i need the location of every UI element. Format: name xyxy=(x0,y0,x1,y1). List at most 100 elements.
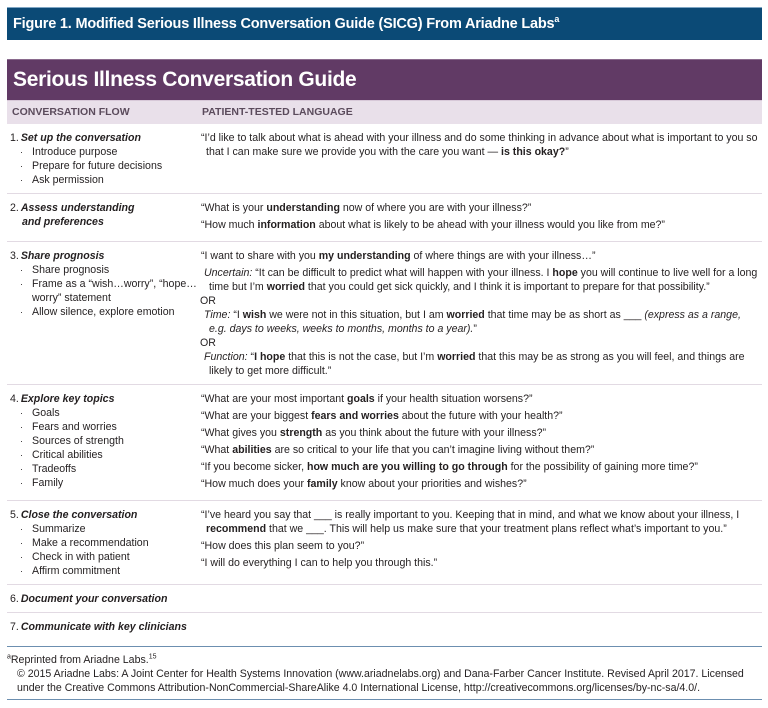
bullet-icon: · xyxy=(20,436,23,446)
step-number: 4. xyxy=(10,393,19,405)
step-title-line: 2. Assess understanding xyxy=(10,201,201,215)
patient-tested-language: “I want to share with you my understandi… xyxy=(200,249,762,378)
quote-segment: goals xyxy=(347,393,375,405)
quote-segment: are so critical to your life that you ca… xyxy=(271,444,595,456)
bullet-icon: · xyxy=(20,307,23,317)
step-bullet-text: Family xyxy=(32,477,64,489)
quote-segment: “What are your most important xyxy=(201,393,348,405)
step-bullet: · Make a recommendation xyxy=(10,536,201,550)
script-quote: Function: “I hope that this is not the c… xyxy=(201,350,758,378)
step-bullet: · Allow silence, explore emotion xyxy=(10,305,201,319)
script-quote: “How does this plan seem to you?” xyxy=(201,539,758,553)
quote-segment: “What xyxy=(201,444,233,456)
column-header-language: PATIENT-TESTED LANGUAGE xyxy=(202,106,353,118)
quote-segment: of where things are with your illness…” xyxy=(410,250,596,262)
patient-tested-language xyxy=(201,620,762,634)
quote-segment: understanding xyxy=(266,202,340,214)
conversation-flow-step: 1. Set up the conversation · Introduce purp… xyxy=(7,131,201,187)
or-separator: OR xyxy=(200,294,758,308)
step-title: Set up the conversation xyxy=(20,132,141,144)
quote-segment: Function: xyxy=(204,351,248,363)
quote-segment: OR xyxy=(200,337,216,349)
script-quote: “How much information about what is like… xyxy=(201,218,758,232)
step-bullet-text: Introduce purpose xyxy=(32,146,118,158)
script-quote: “What is your understanding now of where… xyxy=(201,201,758,215)
copyright-notice: © 2015 Ariadne Labs: A Joint Center for … xyxy=(17,668,744,694)
bullet-icon: · xyxy=(20,566,23,576)
step-bullet: · Fears and worries xyxy=(10,420,201,434)
bullet-icon: · xyxy=(20,450,23,460)
column-header-flow: CONVERSATION FLOW xyxy=(12,106,130,118)
guide-rows: 1. Set up the conversation · Introduce purp… xyxy=(7,124,762,640)
quote-segment: worried xyxy=(437,351,476,363)
step-bullet-text: Sources of strength xyxy=(32,435,124,447)
step-title: Communicate with key clinicians xyxy=(20,621,187,633)
script-quote: “What are your most important goals if y… xyxy=(201,392,758,406)
step-bullet: · Check in with patient xyxy=(10,550,201,564)
step-title-line: 3. Share prognosis xyxy=(10,249,201,263)
step-title: Assess understanding xyxy=(20,202,135,214)
script-quote: Uncertain: “It can be difficult to predi… xyxy=(201,266,758,294)
footnote-reference: 15 xyxy=(148,653,157,661)
conversation-flow-step: 4. Explore key topics · Goals · Fears and wor… xyxy=(7,392,201,494)
footnote-text: Reprinted from Ariadne Labs. xyxy=(10,654,149,666)
bullet-icon: · xyxy=(20,147,23,157)
guide-row: 6. Document your conversation xyxy=(7,585,762,613)
step-bullet-text: Share prognosis xyxy=(32,264,110,276)
quote-segment: that we ___. This will help us make sure… xyxy=(266,523,727,535)
quote-segment: ” xyxy=(473,323,477,335)
step-title-line: and preferences xyxy=(10,215,201,229)
quote-segment: hope xyxy=(552,267,578,279)
step-bullet: · Share prognosis xyxy=(10,263,201,277)
quote-segment: for the possibility of gaining more time… xyxy=(507,461,698,473)
quote-segment: “How does this plan seem to you?” xyxy=(201,540,365,552)
quote-segment: ” xyxy=(565,146,569,158)
step-bullet: · Affirm commitment xyxy=(10,564,201,578)
step-bullet-text: Goals xyxy=(32,407,60,419)
conversation-flow-step: 7. Communicate with key clinicians xyxy=(7,620,201,634)
step-bullet: · Critical abilities xyxy=(10,448,201,462)
quote-segment: family xyxy=(306,478,338,490)
step-bullet: · Tradeoffs xyxy=(10,462,201,476)
quote-segment: fears and worries xyxy=(311,410,399,422)
step-number: 6. xyxy=(10,593,19,605)
step-number: 2. xyxy=(10,202,19,214)
quote-segment: “ xyxy=(247,351,255,363)
step-title-line: 7. Communicate with key clinicians xyxy=(10,620,201,634)
step-bullet-text: Prepare for future decisions xyxy=(32,160,163,172)
step-bullet: · Prepare for future decisions xyxy=(10,159,201,173)
script-quote: “What gives you strength as you think ab… xyxy=(201,426,758,440)
step-number: 3. xyxy=(10,250,19,262)
quote-segment: about what is likely to be ahead with yo… xyxy=(315,219,665,231)
quote-segment: as you think about the future with your … xyxy=(322,427,547,439)
step-bullet-text: Allow silence, explore emotion xyxy=(32,306,175,318)
guide-row: 2. Assess understanding and preferences “Wh… xyxy=(7,194,762,242)
quote-segment: “What is your xyxy=(201,202,267,214)
quote-segment: “I’d like to talk about what is ahead wi… xyxy=(201,132,758,158)
conversation-flow-step: 3. Share prognosis · Share prognosis · Frame … xyxy=(7,249,201,378)
quote-segment: “How much does your xyxy=(201,478,307,490)
step-bullet: · Introduce purpose xyxy=(10,145,201,159)
bullet-icon: · xyxy=(20,408,23,418)
figure-title-text: Figure 1. Modified Serious Illness Conve… xyxy=(13,16,555,32)
step-bullet: · Ask permission xyxy=(10,173,201,187)
guide-row: 1. Set up the conversation · Introduce purp… xyxy=(7,124,762,194)
step-title: Document your conversation xyxy=(20,593,168,605)
step-bullet-text: Frame as a “wish…worry”, “hope…worry” st… xyxy=(32,278,197,304)
step-title-line: 5. Close the conversation xyxy=(10,508,201,522)
patient-tested-language: “I’ve heard you say that ___ is really i… xyxy=(201,508,762,578)
quote-segment: “I xyxy=(230,309,243,321)
quote-segment: “I will do everything I can to help you … xyxy=(201,557,438,569)
quote-segment: recommend xyxy=(206,523,267,535)
quote-segment: we were not in this situation, but I am xyxy=(266,309,447,321)
step-bullet: · Frame as a “wish…worry”, “hope…worry” s… xyxy=(10,277,201,305)
script-quote: “What abilities are so critical to your … xyxy=(201,443,758,457)
step-bullet-text: Critical abilities xyxy=(32,449,103,461)
quote-segment: (express as a range, e.g. days to weeks,… xyxy=(209,309,741,335)
quote-segment: “I’ve heard you say that ___ is really i… xyxy=(201,509,740,521)
bullet-icon: · xyxy=(20,161,23,171)
quote-segment: “How much xyxy=(201,219,258,231)
quote-segment: my understanding xyxy=(318,250,411,262)
guide-row: 3. Share prognosis · Share prognosis · Frame … xyxy=(7,242,762,385)
